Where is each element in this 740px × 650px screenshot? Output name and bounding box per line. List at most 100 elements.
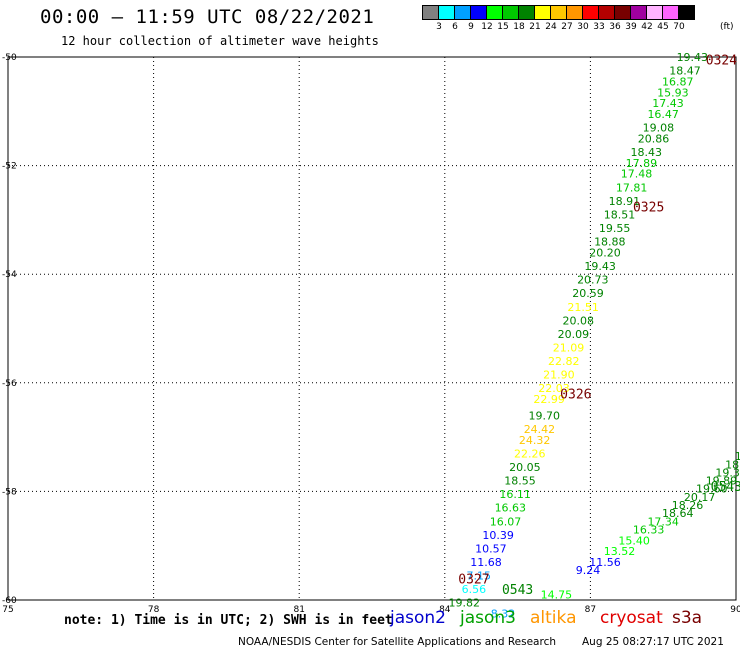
y-tick-label: -58 [2,487,17,497]
wave-height-value: 19.60 [696,483,728,496]
wave-height-value: 21.09 [553,342,585,355]
wave-height-value: 19.43 [584,260,616,273]
legend-label: 21 [529,22,541,32]
color-scale-labels: 3 6 9 12 15 18 21 24 27 30 33 36 39 42 45 70 [422,22,740,34]
y-tick-label: -52 [2,162,17,172]
wave-height-value: 19.08 [643,122,675,135]
x-tick-label: 75 [2,605,13,615]
wave-height-value: 17.34 [647,515,679,528]
color-scale-unit: (ft) [720,22,734,32]
legend-label: 3 [436,22,442,32]
pass-time-label: 0327 [458,572,489,587]
wave-height-value: 16.33 [633,523,665,536]
wave-height-value: 13.52 [604,545,636,558]
footer-credit: NOAA/NESDIS Center for Satellite Applica… [238,636,556,648]
wave-height-value: 20.09 [558,328,590,341]
wave-height-value: 21.51 [567,301,599,314]
legend-label: 9 [468,22,474,32]
wave-height-value: 14.75 [541,589,573,602]
chart-title: 00:00 – 11:59 UTC 08/22/2021 [40,6,375,28]
legend-label: 70 [673,22,685,32]
wave-height-value: 19.70 [529,409,561,422]
wave-height-value: 19.89 [706,475,738,488]
footer-note: note: 1) Time is in UTC; 2) SWH is in fe… [64,613,393,628]
wave-height-value: 15.93 [657,86,689,99]
wave-height-value: 18.51 [604,208,636,221]
pass-time-label: 0324 [706,54,737,69]
chart-subtitle: 12 hour collection of altimeter wave hei… [61,34,379,48]
wave-height-value: 17.89 [626,157,658,170]
legend-label: 45 [657,22,669,32]
wave-height-value: 22.03 [538,382,570,395]
wave-height-value: 20.73 [577,274,609,287]
plot-frame [7,56,737,601]
wave-height-value: 15.40 [618,534,650,547]
y-tick-label: -56 [2,379,17,389]
wave-height-value: 9.24 [576,564,601,577]
pass-time-label: 0543 [502,583,533,598]
legend-label: 24 [545,22,557,32]
wave-height-value: 20.59 [572,287,604,300]
wave-height-value: 20.20 [589,246,621,259]
color-scale-legend [422,5,695,20]
pass-time-label: 0326 [560,388,591,403]
legend-label: 30 [577,22,589,32]
wave-height-value: 10.57 [475,542,507,555]
wave-height-value: 16.47 [647,108,679,121]
wave-height-value: 24.32 [519,434,551,447]
wave-height-value: 11.68 [470,556,502,569]
footer-timestamp: Aug 25 08:27:17 UTC 2021 [582,636,724,648]
pass-time-label: 0325 [633,200,664,215]
legend-label: 6 [452,22,458,32]
wave-height-value: 19.82 [448,597,480,610]
wave-height-value: 21.90 [543,369,575,382]
x-tick-label: 84 [439,605,451,615]
legend-label: 36 [609,22,621,32]
wave-height-value: 18.55 [504,475,536,488]
wave-height-value: 20.05 [509,461,541,474]
x-tick-label: 87 [585,605,596,615]
wave-height-value: 16.87 [662,75,694,88]
wave-height-value: 20.08 [563,314,595,327]
legend-label: 18 [513,22,525,32]
y-tick-label: -60 [2,596,17,606]
pass-time-label: 0543 [711,480,740,495]
wave-height-value: 16.11 [499,488,531,501]
wave-height-value: 17.81 [616,181,648,194]
wave-height-value: 19.55 [599,222,631,235]
wave-height-value: 22.99 [533,393,565,406]
x-tick-label: 81 [293,605,304,615]
legend-label: 27 [561,22,573,32]
x-tick-label: 90 [730,605,740,615]
wave-height-value: 8.32 [491,608,516,621]
wave-height-value: 18.22 [735,450,740,463]
wave-height-value: 16.07 [490,515,522,528]
wave-height-value: 19.31 [715,466,740,479]
wave-height-value: 18.26 [672,499,704,512]
legend-label: 33 [593,22,605,32]
wave-height-value: 11.56 [589,556,621,569]
legend-swatch [678,5,695,20]
wave-height-value: 20.86 [638,132,670,145]
wave-height-value: 22.26 [514,447,546,460]
wave-height-value: 18.43 [630,146,662,159]
wave-height-value: 22.82 [548,355,580,368]
wave-height-value: 24.42 [524,423,556,436]
satellite-altika: altika [530,608,577,628]
wave-height-value: 18.88 [594,236,626,249]
wave-height-value: 20.17 [684,491,716,504]
wave-height-value: 17.48 [621,168,653,181]
wave-height-value: 18.64 [662,507,694,520]
satellite-cryosat: cryosat [600,608,663,628]
wave-height-value: 17.43 [652,97,684,110]
wave-height-value: 7.15 [467,570,492,583]
wave-height-value: 18.65 [725,458,740,471]
x-tick-label: 78 [148,605,160,615]
legend-label: 15 [497,22,509,32]
legend-label: 39 [625,22,637,32]
legend-label: 12 [481,22,493,32]
y-tick-label: -50 [2,53,17,63]
satellite-jason3: jason3 [460,608,516,628]
